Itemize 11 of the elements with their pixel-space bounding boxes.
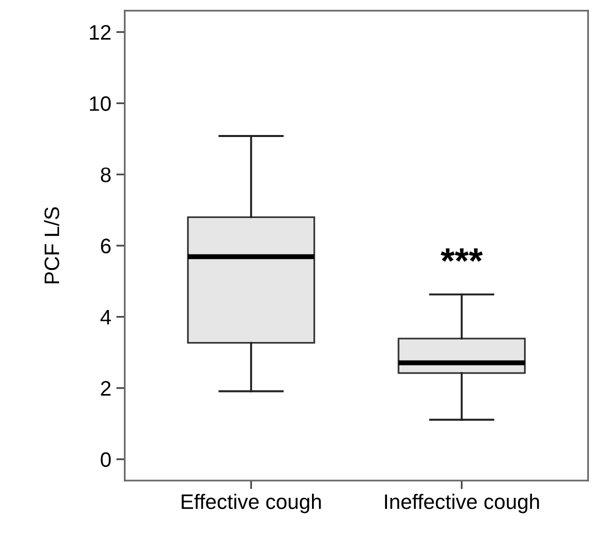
y-tick-label: 0 — [100, 452, 111, 467]
y-tick-label: 6 — [101, 238, 111, 254]
y-tick-label: 2 — [101, 381, 110, 396]
y-tick-label: 4 — [100, 310, 111, 324]
x-tick-label: Effective cough — [182, 494, 321, 514]
y-tick-label: 8 — [100, 167, 111, 182]
x-tick-label: Ineffective cough — [385, 494, 539, 514]
y-tick-label: 10 — [90, 96, 111, 111]
annotation: *** — [440, 248, 483, 262]
y-axis-title: PCF L/S — [44, 207, 60, 284]
y-tick-label: 12 — [90, 25, 110, 40]
